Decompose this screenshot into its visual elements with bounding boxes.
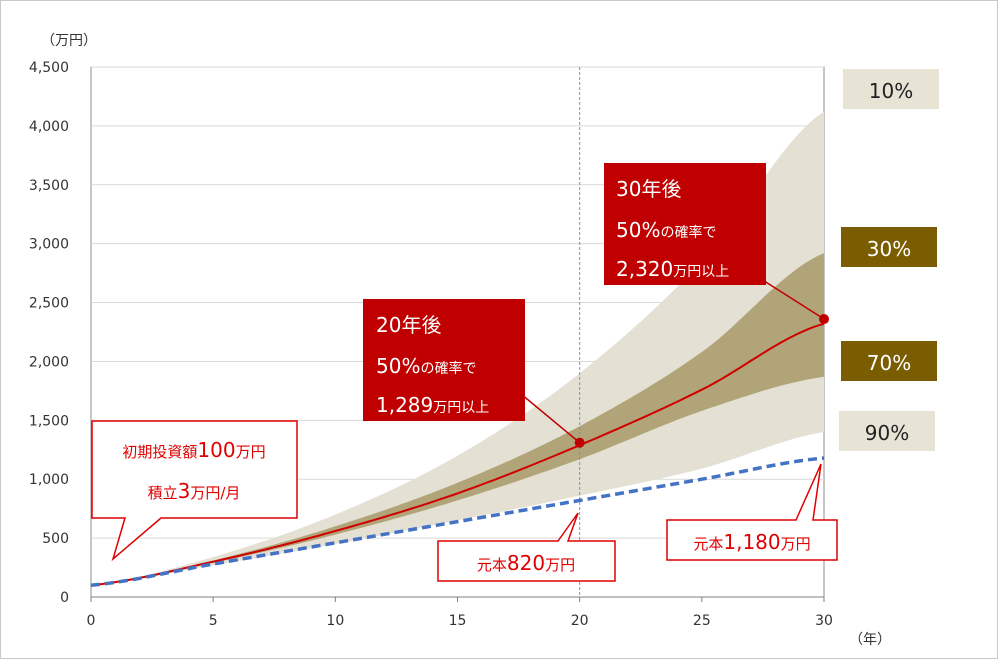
svg-text:積立3万円/月: 積立3万円/月 bbox=[148, 479, 241, 503]
y-tick-label-3000: 3,000 bbox=[29, 237, 69, 253]
y-tick-label-500: 500 bbox=[42, 531, 69, 547]
callout-20-pct: 50% bbox=[376, 354, 420, 378]
percentile-label-70: 70% bbox=[841, 341, 937, 381]
callout-principal-30: 元本1,180万円 bbox=[666, 463, 838, 561]
svg-text:初期投資額100万円: 初期投資額100万円 bbox=[122, 438, 265, 462]
median-line bbox=[90, 322, 825, 587]
principal20-value: 820 bbox=[507, 551, 545, 575]
monthly-amount: 3 bbox=[178, 479, 191, 503]
axes: 0 500 1,000 1,500 2,000 2,500 3,000 3,500 4,000 4… bbox=[29, 60, 833, 629]
principal20-unit: 万円 bbox=[545, 556, 575, 574]
percentile-bands bbox=[91, 111, 824, 586]
y-tick-label-2000: 2,000 bbox=[29, 354, 69, 370]
principal30-unit: 万円 bbox=[781, 535, 811, 553]
series-lines bbox=[90, 322, 825, 587]
principal30-label: 元本 bbox=[693, 535, 723, 553]
principal-line bbox=[90, 456, 825, 587]
svg-text:1,289万円以上: 1,289万円以上 bbox=[376, 393, 489, 417]
principal30-value: 1,180 bbox=[723, 530, 780, 554]
initial-unit: 万円 bbox=[236, 443, 266, 461]
percentile-label-70-text: 70% bbox=[867, 351, 911, 375]
band-1 bbox=[91, 253, 824, 586]
monthly-label: 積立 bbox=[148, 484, 178, 502]
callout-30-unit: 万円以上 bbox=[673, 264, 729, 280]
callout-20-line1: 20年後 bbox=[376, 313, 441, 337]
callout-30-years: 30年後 50%の確率で 2,320万円以上 bbox=[604, 163, 829, 325]
callout-30-leader bbox=[760, 278, 825, 320]
svg-text:50%の確率で: 50%の確率で bbox=[376, 354, 476, 378]
x-tick-label-25: 25 bbox=[693, 613, 711, 629]
svg-text:元本1,180万円: 元本1,180万円 bbox=[693, 530, 810, 554]
callout-30-line1: 30年後 bbox=[616, 177, 681, 201]
y-tick-label-1500: 1,500 bbox=[29, 413, 69, 429]
percentile-label-30: 30% bbox=[841, 227, 937, 267]
y-axis-unit-label: （万円） bbox=[41, 33, 97, 49]
callout-20-years: 20年後 50%の確率で 1,289万円以上 bbox=[363, 299, 585, 448]
callout-30-point bbox=[819, 314, 829, 325]
x-tick-label-20: 20 bbox=[571, 613, 589, 629]
x-tick-label-10: 10 bbox=[326, 613, 344, 629]
y-tick-label-0: 0 bbox=[60, 590, 69, 606]
monthly-unit: 万円/月 bbox=[190, 484, 240, 502]
percentile-label-30-text: 30% bbox=[867, 237, 911, 261]
percentile-label-10-text: 10% bbox=[869, 79, 913, 103]
x-tick-label-15: 15 bbox=[449, 613, 467, 629]
callout-20-value: 1,289 bbox=[376, 393, 433, 417]
y-tick-label-4000: 4,000 bbox=[29, 119, 69, 135]
percentile-label-90-text: 90% bbox=[865, 421, 909, 445]
callout-20-leader bbox=[520, 393, 581, 444]
x-tick-label-30: 30 bbox=[815, 613, 833, 629]
callout-initial-investment: 初期投資額100万円 積立3万円/月 bbox=[91, 420, 298, 562]
callout-20-prob: の確率で bbox=[420, 360, 476, 377]
svg-text:2,320万円以上: 2,320万円以上 bbox=[616, 257, 729, 281]
callout-20-point bbox=[574, 437, 585, 448]
initial-amount: 100 bbox=[197, 438, 235, 462]
principal20-label: 元本 bbox=[477, 556, 507, 574]
callout-principal-20: 元本820万円 bbox=[437, 512, 616, 582]
x-tick-label-5: 5 bbox=[209, 613, 218, 629]
svg-text:50%の確率で: 50%の確率で bbox=[616, 218, 716, 242]
y-tick-label-4500: 4,500 bbox=[29, 60, 69, 76]
callout-30-pct: 50% bbox=[616, 218, 660, 242]
percentile-label-90: 90% bbox=[839, 411, 935, 451]
callout-30-prob: の確率で bbox=[660, 224, 716, 241]
y-tick-label-3500: 3,500 bbox=[29, 178, 69, 194]
svg-text:元本820万円: 元本820万円 bbox=[477, 551, 575, 575]
percentile-label-10: 10% bbox=[843, 69, 939, 109]
band-0 bbox=[91, 111, 824, 586]
x-axis-unit-label: （年） bbox=[849, 632, 891, 648]
y-tick-label-2500: 2,500 bbox=[29, 296, 69, 312]
initial-label: 初期投資額 bbox=[122, 443, 197, 461]
callout-20-unit: 万円以上 bbox=[433, 400, 489, 416]
callout-30-value: 2,320 bbox=[616, 257, 673, 281]
y-tick-label-1000: 1,000 bbox=[29, 472, 69, 488]
x-tick-label-0: 0 bbox=[87, 613, 96, 629]
